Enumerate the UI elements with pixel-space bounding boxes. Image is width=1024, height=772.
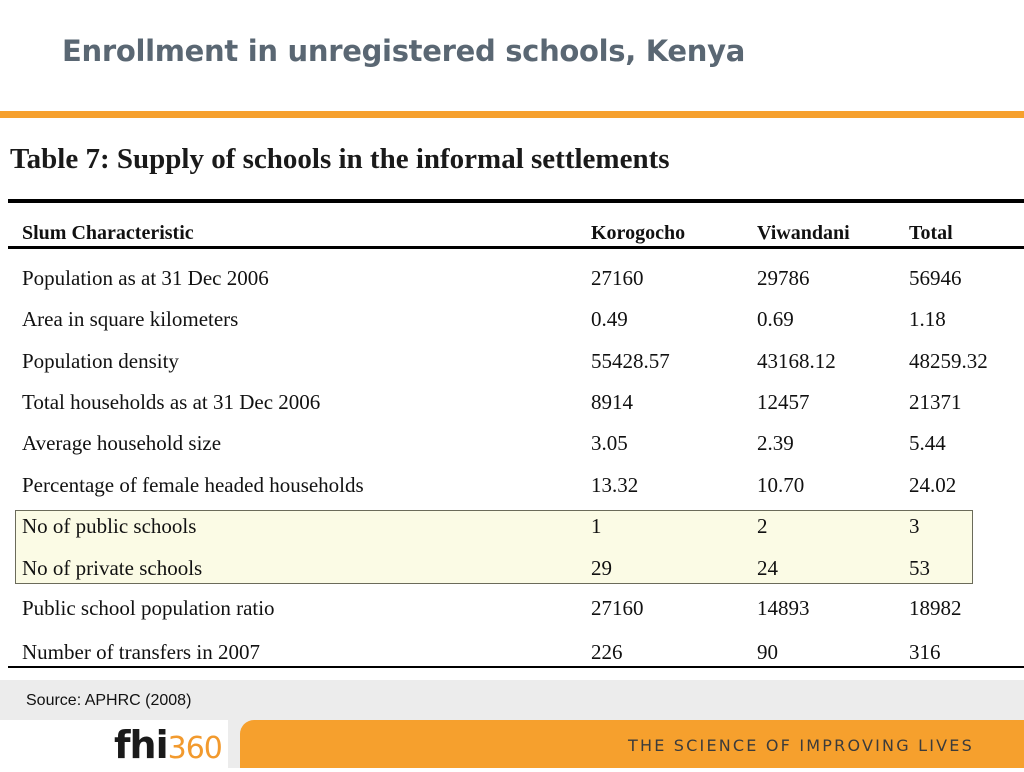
cell-korogocho: 1 (591, 514, 602, 538)
cell-viwandani: 29786 (757, 266, 810, 290)
cell-total: 56946 (909, 266, 962, 290)
column-header-viwandani: Viwandani (757, 222, 850, 244)
row-label: Population density (22, 349, 179, 373)
row-label: Public school population ratio (22, 596, 275, 620)
schools-highlight-box (15, 510, 973, 584)
cell-total: 316 (909, 640, 941, 664)
table-bottom-rule (8, 666, 1024, 668)
cell-viwandani: 0.69 (757, 307, 794, 331)
cell-total: 24.02 (909, 473, 957, 497)
row-label: Area in square kilometers (22, 307, 239, 331)
cell-korogocho: 27160 (591, 596, 644, 620)
slide-title: Enrollment in unregistered schools, Keny… (62, 34, 746, 68)
cell-total: 3 (909, 514, 920, 538)
table-top-rule (8, 199, 1024, 203)
cell-korogocho: 29 (591, 556, 612, 580)
cell-total: 1.18 (909, 307, 946, 331)
logo-360-text: 360 (167, 731, 223, 766)
table-header-rule (8, 246, 1024, 249)
cell-korogocho: 0.49 (591, 307, 628, 331)
row-label: Number of transfers in 2007 (22, 640, 260, 664)
title-divider (0, 111, 1024, 118)
logo-fhi-text: fhi (114, 723, 169, 767)
cell-total: 48259.32 (909, 349, 988, 373)
row-label-private-schools: No of private schools (22, 556, 203, 580)
column-header-korogocho: Korogocho (591, 222, 686, 244)
cell-viwandani: 12457 (757, 390, 810, 414)
row-label: Average household size (22, 431, 222, 455)
row-label: Population as at 31 Dec 2006 (22, 266, 269, 290)
cell-total: 18982 (909, 596, 962, 620)
cell-korogocho: 55428.57 (591, 349, 670, 373)
cell-viwandani: 43168.12 (757, 349, 836, 373)
column-header-total: Total (909, 222, 953, 244)
cell-korogocho: 27160 (591, 266, 644, 290)
row-label: Percentage of female headed households (22, 473, 364, 497)
cell-viwandani: 2.39 (757, 431, 794, 455)
table-heading: Table 7: Supply of schools in the inform… (10, 143, 670, 175)
cell-korogocho: 8914 (591, 390, 633, 414)
fhi360-logo: fhi360 (114, 722, 223, 772)
source-citation: Source: APHRC (2008) (26, 692, 192, 709)
row-label-public-schools: No of public schools (22, 514, 197, 538)
row-label: Total households as at 31 Dec 2006 (22, 390, 321, 414)
column-header-characteristic: Slum Characteristic (22, 222, 194, 244)
cell-viwandani: 24 (757, 556, 778, 580)
cell-viwandani: 14893 (757, 596, 810, 620)
tagline-band (240, 720, 1024, 768)
logo-panel (0, 720, 228, 768)
cell-viwandani: 2 (757, 514, 768, 538)
cell-total: 21371 (909, 390, 962, 414)
cell-korogocho: 3.05 (591, 431, 628, 455)
cell-total: 53 (909, 556, 930, 580)
cell-viwandani: 10.70 (757, 473, 805, 497)
cell-viwandani: 90 (757, 640, 778, 664)
cell-total: 5.44 (909, 431, 946, 455)
cell-korogocho: 226 (591, 640, 623, 664)
tagline: THE SCIENCE OF IMPROVING LIVES (628, 736, 974, 755)
cell-korogocho: 13.32 (591, 473, 639, 497)
